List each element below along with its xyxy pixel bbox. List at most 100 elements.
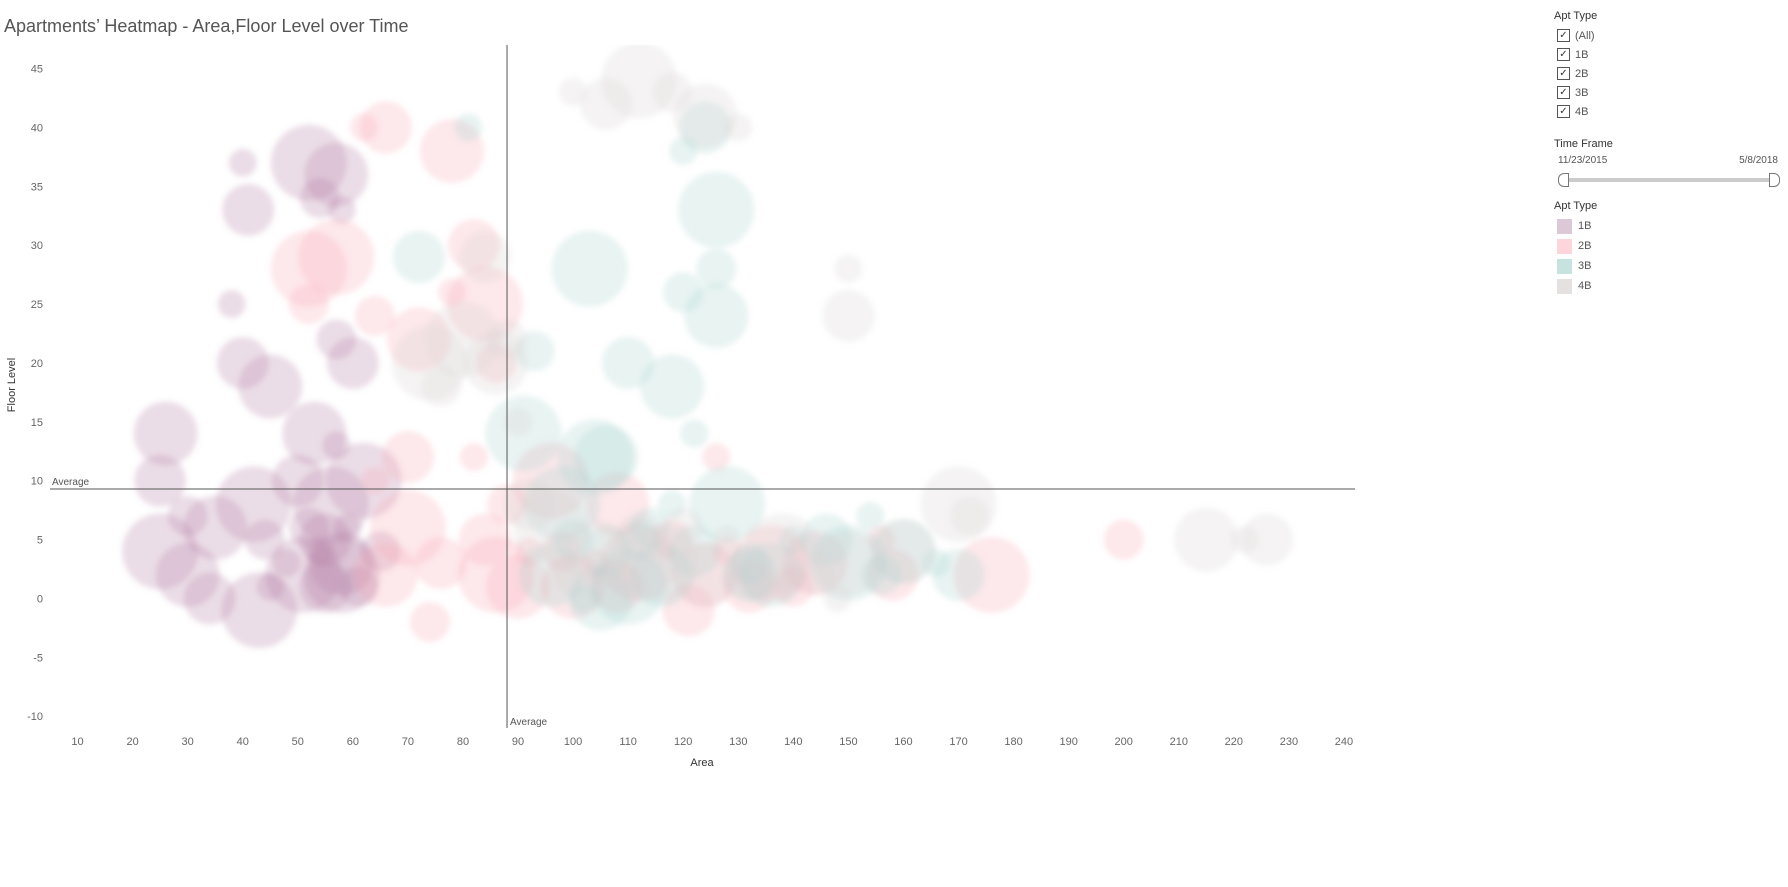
legend-item-1b[interactable]: 1B [1554, 216, 1784, 236]
time-frame-title: Time Frame [1554, 138, 1613, 150]
x-tick-label: 220 [1225, 736, 1243, 748]
data-point [822, 289, 875, 342]
data-point [559, 78, 588, 107]
x-tick-label: 230 [1280, 736, 1298, 748]
x-tick-label: 210 [1170, 736, 1188, 748]
data-point [504, 407, 533, 436]
data-point [696, 248, 737, 289]
y-tick-label: 25 [31, 299, 43, 311]
data-point [680, 419, 709, 448]
data-point [871, 519, 936, 584]
x-tick-label: 20 [126, 736, 138, 748]
data-point [228, 148, 257, 177]
data-point [949, 496, 990, 537]
legend-swatch [1557, 258, 1572, 274]
checkbox-4b[interactable]: ✓ [1557, 105, 1570, 118]
data-point [221, 572, 298, 649]
x-tick-label: 110 [619, 736, 637, 748]
x-tick-label: 240 [1335, 736, 1353, 748]
data-point [454, 113, 483, 142]
filter-item-2b[interactable]: ✓ 2B [1554, 64, 1784, 83]
x-tick-label: 60 [347, 736, 359, 748]
data-point [288, 284, 329, 325]
data-point [1174, 507, 1239, 572]
filter-item-label: 3B [1575, 86, 1589, 99]
x-tick-label: 160 [894, 736, 912, 748]
filter-item-label: 1B [1575, 48, 1589, 61]
data-point [133, 401, 198, 466]
slider-end-handle[interactable] [1769, 173, 1780, 187]
legend-label: 2B [1578, 240, 1592, 252]
y-tick-label: 10 [31, 476, 43, 488]
data-point [217, 290, 246, 319]
data-point [326, 336, 379, 389]
data-point [392, 230, 445, 283]
legend-item-3b[interactable]: 3B [1554, 256, 1784, 276]
data-point [856, 502, 885, 531]
legend-swatch [1557, 238, 1572, 254]
series-4b [391, 45, 1293, 613]
data-point [322, 431, 351, 460]
y-tick-label: 20 [31, 358, 43, 370]
filter-item-label: (All) [1575, 29, 1595, 42]
data-point [1103, 519, 1144, 560]
filter-item-4b[interactable]: ✓ 4B [1554, 102, 1784, 121]
y-tick-label: -5 [33, 652, 43, 664]
x-tick-label: 150 [839, 736, 857, 748]
x-tick-label: 30 [182, 736, 194, 748]
data-point [663, 272, 704, 313]
x-tick-label: 190 [1059, 736, 1077, 748]
x-tick-label: 10 [71, 736, 83, 748]
checkbox-2b[interactable]: ✓ [1557, 67, 1570, 80]
x-tick-label: 200 [1115, 736, 1133, 748]
x-tick-label: 80 [457, 736, 469, 748]
data-point [381, 431, 434, 484]
x-tick-label: 180 [1004, 736, 1022, 748]
time-frame-filter: Time Frame 11/23/2015 5/8/2018 [1554, 138, 1784, 188]
x-tick-label: 40 [237, 736, 249, 748]
checkbox-1b[interactable]: ✓ [1557, 48, 1570, 61]
data-point [816, 531, 881, 596]
y-axis-label: Floor Level [6, 358, 18, 412]
slider-start-handle[interactable] [1558, 173, 1569, 187]
x-tick-label: 70 [402, 736, 414, 748]
y-average-label: Average [52, 477, 90, 488]
y-tick-label: 5 [37, 535, 43, 547]
data-point [678, 171, 755, 248]
x-tick-label: 50 [292, 736, 304, 748]
filter-item-1b[interactable]: ✓ 1B [1554, 45, 1784, 64]
checkbox-3b[interactable]: ✓ [1557, 86, 1570, 99]
y-axis-ticks: -10 -5 0 5 10 15 20 25 30 35 40 45 [27, 64, 43, 724]
data-point [834, 254, 863, 283]
legend-item-4b[interactable]: 4B [1554, 276, 1784, 296]
slider-track[interactable] [1562, 178, 1776, 182]
y-tick-label: 45 [31, 64, 43, 76]
x-axis-ticks: 10 20 30 40 50 60 70 80 90 100 110 120 130 140 150 160 1… [71, 736, 1353, 748]
data-point [551, 230, 628, 307]
filter-title: Apt Type [1554, 10, 1598, 22]
data-point [459, 443, 488, 472]
data-point [353, 542, 418, 607]
legend-label: 1B [1578, 220, 1592, 232]
time-frame-slider[interactable] [1554, 172, 1784, 188]
filter-item-all[interactable]: ✓ (All) [1554, 26, 1784, 45]
x-tick-label: 170 [949, 736, 967, 748]
x-average-label: Average [510, 717, 548, 728]
time-frame-end: 5/8/2018 [1739, 155, 1778, 166]
y-tick-label: 30 [31, 240, 43, 252]
filter-item-3b[interactable]: ✓ 3B [1554, 83, 1784, 102]
checkbox-all[interactable]: ✓ [1557, 29, 1570, 42]
data-point [270, 230, 347, 307]
y-tick-label: 40 [31, 122, 43, 134]
data-point [359, 101, 412, 154]
data-point [1240, 513, 1293, 566]
legend-item-2b[interactable]: 2B [1554, 236, 1784, 256]
data-point [640, 354, 705, 419]
chart: -10 -5 0 5 10 15 20 25 30 35 40 45 10 20 30 40 50 60 70 80… [6, 45, 1355, 769]
filter-item-label: 4B [1575, 105, 1589, 118]
y-tick-label: 35 [31, 181, 43, 193]
y-tick-label: -10 [27, 711, 43, 723]
y-tick-label: 0 [37, 593, 43, 605]
data-point [222, 183, 275, 236]
x-tick-label: 100 [564, 736, 582, 748]
